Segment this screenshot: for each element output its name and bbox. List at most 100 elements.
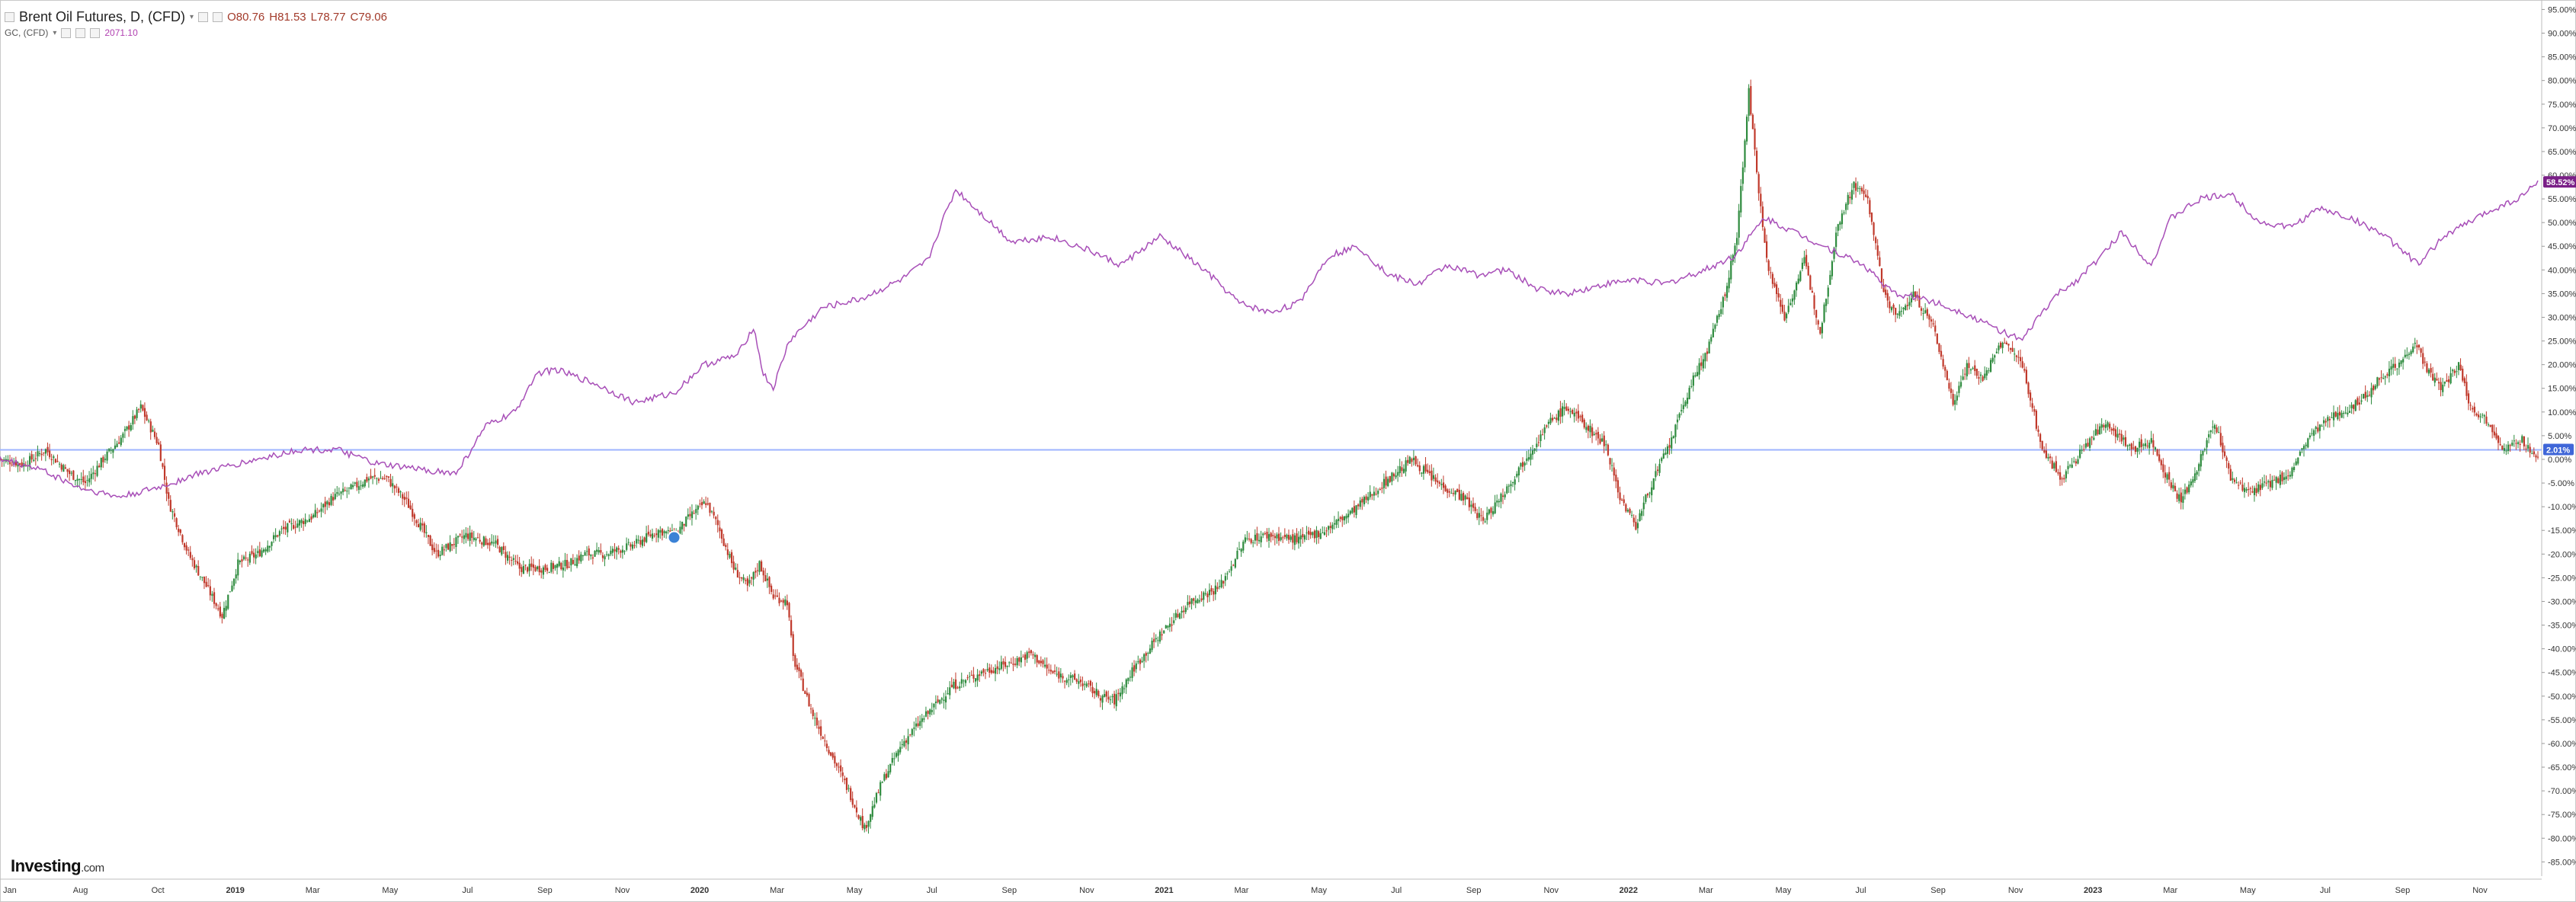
candle-body xyxy=(2513,440,2515,442)
candle-body xyxy=(1402,469,1405,473)
visibility-box-icon[interactable] xyxy=(61,27,72,38)
collapse-icon[interactable] xyxy=(5,12,14,22)
candle-body xyxy=(1266,532,1268,539)
candle-body xyxy=(9,462,11,465)
candle-body xyxy=(2123,437,2125,440)
candle-body xyxy=(784,599,787,606)
candle-body xyxy=(851,798,854,805)
y-tick-label: 20.00% xyxy=(2548,361,2576,370)
candle-body xyxy=(1553,417,1556,419)
candle-body xyxy=(1177,613,1179,618)
candle-body xyxy=(915,723,918,727)
low-value: L78.77 xyxy=(310,11,346,24)
candle-body xyxy=(158,442,160,445)
candle-body xyxy=(213,592,216,604)
candle-body xyxy=(2248,488,2250,491)
candle-body xyxy=(643,537,646,542)
candle-body xyxy=(2267,481,2270,483)
candle-body xyxy=(1040,661,1043,664)
candle-body xyxy=(2192,479,2194,483)
candle-body xyxy=(919,721,921,726)
candle-body xyxy=(130,424,132,430)
y-tick-label: -45.00% xyxy=(2548,669,2576,678)
candle-body xyxy=(685,517,687,527)
event-marker-icon[interactable] xyxy=(667,530,681,545)
settings-box-icon[interactable] xyxy=(198,12,209,22)
candle-body xyxy=(1910,298,1913,302)
close-box-icon[interactable] xyxy=(90,27,101,38)
candle-body xyxy=(1032,654,1034,656)
candle-body xyxy=(1855,183,1857,191)
candle-body xyxy=(556,564,559,568)
candle-body xyxy=(911,729,913,735)
symbol-title[interactable]: Brent Oil Futures, D, (CFD) xyxy=(19,9,186,24)
candle-body xyxy=(1121,686,1123,695)
candle-body xyxy=(2311,433,2313,434)
candle-body xyxy=(550,562,553,572)
candle-body xyxy=(2338,411,2341,416)
candle-body xyxy=(92,472,95,475)
candle-body xyxy=(2373,385,2375,391)
candle-body xyxy=(397,488,400,493)
candle-body xyxy=(1825,299,1828,306)
candle-body xyxy=(2467,393,2470,404)
candle-body xyxy=(2223,451,2226,456)
candle-body xyxy=(264,549,267,552)
candle-body xyxy=(189,552,191,558)
candle-body xyxy=(1296,533,1298,542)
candle-body xyxy=(780,600,783,602)
candle-body xyxy=(620,550,622,553)
candle-body xyxy=(1203,592,1205,600)
candle-body xyxy=(114,445,117,449)
settings-box-icon[interactable] xyxy=(75,27,86,38)
candle-body xyxy=(2160,460,2162,465)
candle-body xyxy=(792,634,794,656)
candle-body xyxy=(1833,247,1835,259)
candle-body xyxy=(2463,378,2465,383)
candle-body xyxy=(1740,186,1742,213)
event-marker-dot[interactable] xyxy=(667,530,681,545)
candle-body xyxy=(1054,670,1056,672)
candle-body xyxy=(1850,190,1854,200)
candle-body xyxy=(2324,421,2327,423)
candle-body xyxy=(1224,576,1226,581)
candle-body xyxy=(1885,289,1887,296)
chevron-down-icon[interactable]: ▾ xyxy=(190,13,194,21)
candle-body xyxy=(720,529,723,539)
compare-symbol[interactable]: GC, (CFD) xyxy=(5,27,49,38)
candle-body xyxy=(1494,502,1496,513)
candle-body xyxy=(1597,431,1600,439)
candle-body xyxy=(2213,425,2216,429)
candle-body xyxy=(132,416,134,425)
candle-body xyxy=(1008,662,1011,664)
candle-body xyxy=(1793,290,1796,300)
candle-body xyxy=(1599,438,1601,444)
candle-body xyxy=(2035,411,2038,429)
candle-body xyxy=(762,570,764,576)
y-tick-label: 65.00% xyxy=(2548,148,2576,157)
candle-body xyxy=(1318,531,1320,537)
close-box-icon[interactable] xyxy=(213,12,223,22)
candle-body xyxy=(1335,520,1338,525)
candle-body xyxy=(2271,479,2273,488)
candle-body xyxy=(1516,473,1518,477)
candle-body xyxy=(1417,465,1419,467)
candle-body xyxy=(927,711,929,714)
candle-body xyxy=(1932,323,1934,325)
candle-body xyxy=(1228,571,1231,573)
candle-body xyxy=(637,539,639,541)
candle-body xyxy=(1722,296,1724,308)
candle-body xyxy=(100,457,102,468)
x-tick-label: Nov xyxy=(2008,886,2023,895)
candle-body xyxy=(152,429,154,432)
candle-body xyxy=(2255,488,2257,494)
candle-body xyxy=(211,593,213,597)
candle-body xyxy=(1645,494,1647,502)
candle-body xyxy=(1424,464,1427,472)
chevron-down-icon[interactable]: ▾ xyxy=(53,28,57,37)
candle-body xyxy=(639,539,642,545)
candle-body xyxy=(2265,482,2267,484)
candle-body xyxy=(1706,351,1709,354)
candle-body xyxy=(1934,325,1937,332)
candle-body xyxy=(1371,494,1373,496)
